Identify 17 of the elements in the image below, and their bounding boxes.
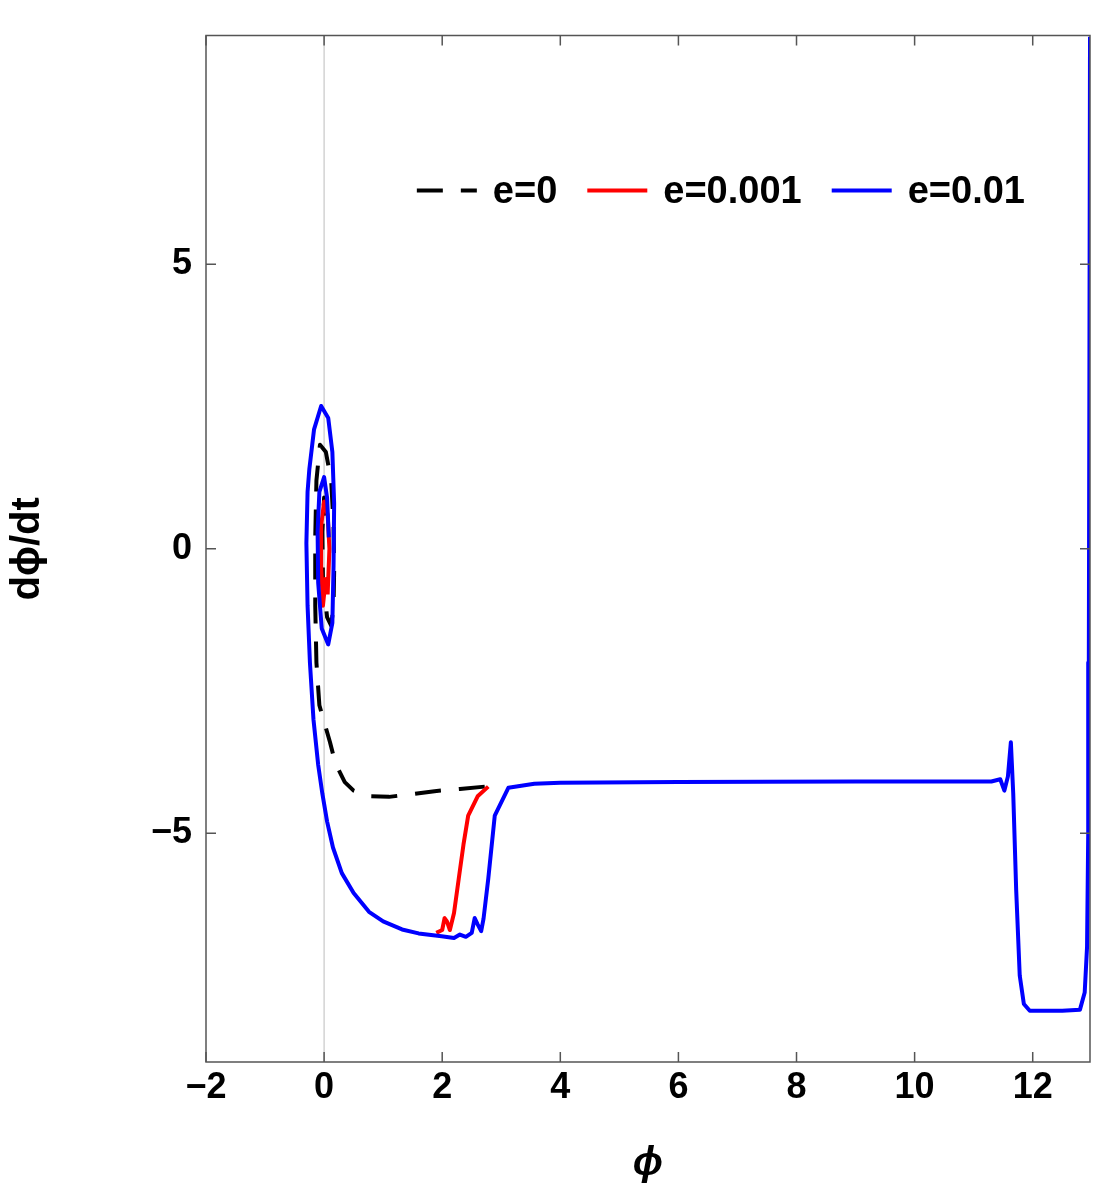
y-axis-title: dϕ/dt bbox=[3, 497, 48, 601]
legend-label: e=0.01 bbox=[907, 169, 1026, 212]
legend-label: e=0.001 bbox=[663, 169, 802, 212]
y-tick-label: 0 bbox=[171, 525, 192, 567]
line-series bbox=[313, 442, 487, 799]
y-tick-label: 5 bbox=[171, 241, 192, 283]
x-tick-label: 4 bbox=[550, 1064, 571, 1106]
x-tick-label: 2 bbox=[432, 1064, 453, 1106]
x-tick-label: 0 bbox=[314, 1064, 335, 1106]
x-tick-label: 12 bbox=[1012, 1064, 1053, 1106]
legend-label: e=0 bbox=[492, 169, 558, 212]
x-tick-label: 6 bbox=[668, 1064, 689, 1106]
x-tick-label: 8 bbox=[786, 1064, 807, 1106]
x-tick-label: 10 bbox=[894, 1064, 935, 1106]
x-tick-label: −2 bbox=[185, 1064, 227, 1106]
x-axis-title: ϕ bbox=[632, 1139, 664, 1184]
y-tick-label: −5 bbox=[150, 810, 192, 852]
